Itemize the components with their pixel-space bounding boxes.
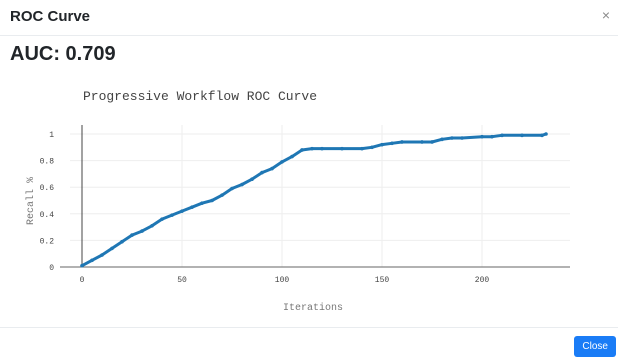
roc-curve-point <box>270 166 274 171</box>
roc-curve-point <box>450 136 454 140</box>
x-tick-label: 50 <box>177 276 187 285</box>
roc-curve-point <box>100 253 104 257</box>
roc-curve-point <box>110 246 114 251</box>
roc-curve-point <box>520 133 524 138</box>
roc-curve-point <box>230 186 234 191</box>
roc-curve-point <box>190 205 194 209</box>
roc-curve-line <box>80 132 548 268</box>
y-tick-label: 0.6 <box>40 184 55 193</box>
roc-curve-point <box>210 198 214 203</box>
roc-curve-point <box>180 209 184 213</box>
x-tick-label: 150 <box>375 276 390 285</box>
roc-curve-point <box>220 193 224 197</box>
roc-curve-point <box>150 223 154 228</box>
x-tick-label: 100 <box>275 276 290 285</box>
roc-curve-point <box>200 201 204 205</box>
y-tick-label: 0 <box>49 264 54 273</box>
roc-curve-point <box>380 142 384 147</box>
roc-curve-point <box>170 213 174 217</box>
roc-curve-point <box>360 146 364 151</box>
x-tick-label: 200 <box>475 276 490 285</box>
modal-footer: Close <box>0 327 618 357</box>
y-tick-label: 0.4 <box>40 211 55 220</box>
modal-title: ROC Curve <box>10 8 91 25</box>
roc-curve-point <box>490 134 494 139</box>
roc-curve-point <box>370 145 374 150</box>
auc-value: AUC: 0.709 <box>10 43 116 65</box>
roc-curve-point <box>320 146 324 151</box>
chart-title: Progressive Workflow ROC Curve <box>83 89 317 104</box>
roc-chart-svg: Progressive Workflow ROC Curve Iteration… <box>25 89 570 314</box>
y-axis-label: Recall % <box>25 177 37 225</box>
roc-curve-point <box>140 229 144 233</box>
roc-curve-point <box>90 258 94 263</box>
y-tick-label: 0.8 <box>40 158 55 167</box>
close-button[interactable]: Close <box>574 336 616 357</box>
roc-curve-point <box>300 148 304 152</box>
series-layer <box>80 132 548 268</box>
roc-curve-point <box>250 177 254 182</box>
x-axis-label: Iterations <box>283 302 343 314</box>
axis-ticks: 0 0.2 0.4 0.6 0.8 1 0 50 100 150 200 <box>40 131 490 285</box>
close-icon[interactable]: × <box>601 7 610 23</box>
roc-curve-point <box>480 134 484 139</box>
roc-curve-point <box>420 140 424 144</box>
roc-curve-point <box>390 141 394 146</box>
roc-curve-point <box>500 133 504 138</box>
roc-curve-point <box>290 154 294 159</box>
roc-curve-point <box>460 136 464 140</box>
grid-lines <box>70 125 570 267</box>
roc-curve-point <box>240 182 244 187</box>
roc-curve-point <box>120 239 124 244</box>
y-tick-label: 1 <box>49 131 54 140</box>
roc-chart: Progressive Workflow ROC Curve Iteration… <box>0 80 618 330</box>
axes <box>60 125 570 268</box>
modal-header: ROC Curve × <box>0 0 618 36</box>
x-tick-label: 0 <box>80 276 85 285</box>
roc-curve-point <box>80 263 84 268</box>
y-tick-label: 0.2 <box>40 237 55 246</box>
roc-curve-point <box>280 160 284 164</box>
roc-curve-point <box>430 140 434 144</box>
roc-curve-point <box>310 146 314 151</box>
roc-curve-point <box>544 132 548 136</box>
roc-curve-point <box>160 217 164 221</box>
roc-curve-point <box>340 146 344 151</box>
roc-curve-point <box>260 170 264 175</box>
roc-curve-point <box>440 137 444 142</box>
roc-curve-point <box>130 233 134 237</box>
roc-curve-point <box>400 140 404 144</box>
roc-curve-point <box>540 133 544 138</box>
